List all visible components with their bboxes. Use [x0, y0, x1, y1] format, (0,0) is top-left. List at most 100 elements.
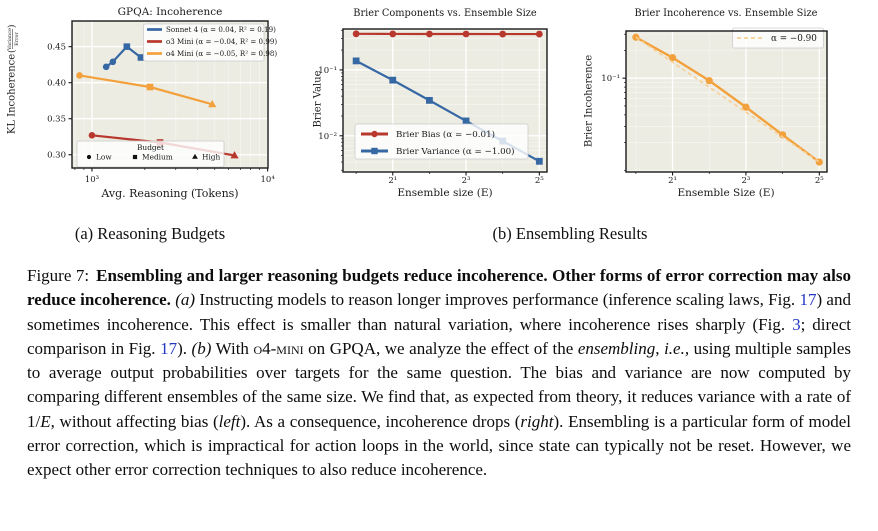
series-line [634, 36, 821, 164]
svg-text:2¹: 2¹ [388, 176, 397, 186]
caption-segment: ). As a consequence, incoherence drops ( [240, 411, 521, 431]
marker-circle [742, 103, 750, 111]
legend-box [143, 23, 265, 62]
svg-text:Variance: Variance [7, 28, 13, 51]
marker-circle [426, 30, 433, 38]
components-plot-svg: Brier Bias (α = −0.01) Brier Variance (α … [313, 8, 548, 199]
caption-segment: (a) [175, 290, 196, 310]
svg-text:2³: 2³ [462, 176, 471, 186]
marker-triangle [230, 151, 239, 159]
chart-brier-incoherence: α = −0.90 2¹ 2³ 2⁵ 10⁻¹ Brier Incoherence vs.… [570, 0, 878, 214]
series-0 [352, 30, 543, 38]
caption-segment: ). Ensembling is a particular form of mo… [27, 411, 851, 480]
chart-brier-components: Brier Bias (α = −0.01) Brier Variance (α … [300, 0, 570, 214]
incoherence-plot-svg: α = −0.90 2¹ 2³ 2⁵ 10⁻¹ Brier Incoherence vs.… [584, 8, 828, 199]
marker-square [137, 54, 145, 61]
marker-triangle [208, 100, 217, 108]
svg-text:10⁴: 10⁴ [261, 175, 276, 185]
tick-labels: 2¹ 2³ 2⁵ 10⁻¹ 10⁻² [318, 66, 544, 186]
gpqa-plot-svg: Sonnet 4 (α = 0.04, R² = 0.19) o3 Mini (α… [7, 6, 278, 200]
model-legend: Sonnet 4 (α = 0.04, R² = 0.19) o3 Mini (α… [147, 25, 277, 58]
y-axis-label: KL Incoherence(Variance Error) [7, 24, 21, 134]
svg-text:o3 Mini (α = −0.04, R² = 0.99): o3 Mini (α = −0.04, R² = 0.99) [166, 37, 277, 46]
legend-box [732, 27, 824, 49]
figure-ref-link[interactable]: 17 [799, 290, 817, 310]
svg-text:2⁵: 2⁵ [535, 176, 544, 186]
chart-title: Brier Components vs. Ensemble Size [353, 8, 537, 19]
y-axis-label: Brier Value [313, 70, 324, 127]
marker-square [352, 57, 360, 65]
marker-square [132, 154, 138, 160]
tick-labels: 2¹ 2³ 2⁵ 10⁻¹ [601, 74, 824, 186]
marker-circle [102, 63, 110, 71]
marker-square [146, 83, 154, 91]
caption-segment: ensembling [577, 338, 656, 358]
axes-spines [625, 30, 828, 173]
svg-text:Sonnet 4 (α = 0.04, R² = 0.19): Sonnet 4 (α = 0.04, R² = 0.19) [166, 25, 276, 34]
caption-segment: right [520, 411, 554, 431]
svg-text:o4 Mini (α = −0.05, R² = 0.98): o4 Mini (α = −0.05, R² = 0.98) [166, 49, 277, 58]
svg-text:10³: 10³ [85, 175, 99, 185]
axes-spines [71, 20, 269, 169]
svg-text:Brier Bias (α = −0.01): Brier Bias (α = −0.01) [396, 129, 495, 140]
caption-segment: on GPQA, we analyze the effect of the [303, 338, 578, 358]
caption-segment: With [211, 338, 254, 358]
svg-text:Brier Incoherence: Brier Incoherence [584, 55, 595, 147]
ticks [622, 33, 820, 176]
subcaption-b: (b) Ensembling Results [492, 224, 648, 243]
marker-square [426, 96, 433, 104]
marker-circle [389, 30, 397, 38]
legend-box [76, 140, 225, 168]
chart-title: Brier Incoherence vs. Ensemble Size [635, 8, 818, 19]
marker-circle [109, 58, 117, 66]
svg-text:10⁻¹: 10⁻¹ [601, 74, 620, 84]
svg-text:(: ( [7, 49, 18, 53]
x-axis-label: Ensemble size (E) [397, 187, 492, 199]
x-axis-label: Ensemble Size (E) [677, 187, 774, 199]
svg-text:0.45: 0.45 [47, 43, 66, 53]
svg-text:Brier Value: Brier Value [313, 70, 324, 127]
caption-segment: ) and sometimes incoherence. This effect… [27, 290, 851, 334]
marker-circle [499, 30, 507, 38]
figure-caption: Figure 7: Ensembling and larger reasoning… [27, 264, 851, 483]
figure-ref-link[interactable]: 3 [792, 314, 801, 334]
figure-ref-link[interactable]: 17 [160, 338, 178, 358]
svg-text:2⁵: 2⁵ [815, 176, 824, 186]
marker-square [535, 157, 543, 165]
series-2 [76, 72, 217, 108]
svg-text:2³: 2³ [742, 176, 751, 186]
fit-legend: α = −0.90 [737, 34, 817, 44]
marker-square [123, 43, 131, 50]
caption-segment: , without affecting bias ( [50, 411, 219, 431]
ticks [339, 29, 540, 176]
marker-circle [668, 54, 677, 62]
svg-text:10⁻²: 10⁻² [318, 132, 337, 142]
fit-line [635, 36, 820, 163]
marker-circle [462, 30, 470, 38]
marker-circle [86, 154, 92, 160]
svg-text:Brier Variance (α = −1.00): Brier Variance (α = −1.00) [396, 146, 515, 157]
caption-segment: using multiple samples to average output… [27, 338, 851, 431]
svg-text:Budget: Budget [137, 143, 164, 152]
marker-square [389, 76, 397, 84]
svg-text:KL Incoherence: KL Incoherence [7, 54, 18, 134]
caption-segment: i.e., [664, 338, 690, 358]
caption-segment: Instructing models to reason longer impr… [195, 290, 800, 310]
marker-circle [88, 131, 96, 139]
svg-text:α = −0.90: α = −0.90 [771, 34, 817, 44]
plot-area [626, 31, 827, 172]
components-legend: Brier Bias (α = −0.01) Brier Variance (α … [361, 129, 515, 157]
gridlines [626, 31, 827, 172]
series-line [105, 45, 143, 68]
svg-text:Low: Low [96, 153, 112, 162]
caption-segment: E [40, 411, 51, 431]
svg-text:10⁻¹: 10⁻¹ [318, 66, 337, 76]
axes-spines [342, 28, 548, 173]
marker-circle [352, 30, 360, 38]
svg-text:Medium: Medium [142, 153, 173, 162]
budget-legend: Budget Low Medium High [86, 143, 221, 162]
y-axis-label: Brier Incoherence [584, 55, 595, 147]
figure-panels-row: Sonnet 4 (α = 0.04, R² = 0.19) o3 Mini (α… [0, 0, 878, 214]
svg-text:0.30: 0.30 [47, 151, 66, 161]
